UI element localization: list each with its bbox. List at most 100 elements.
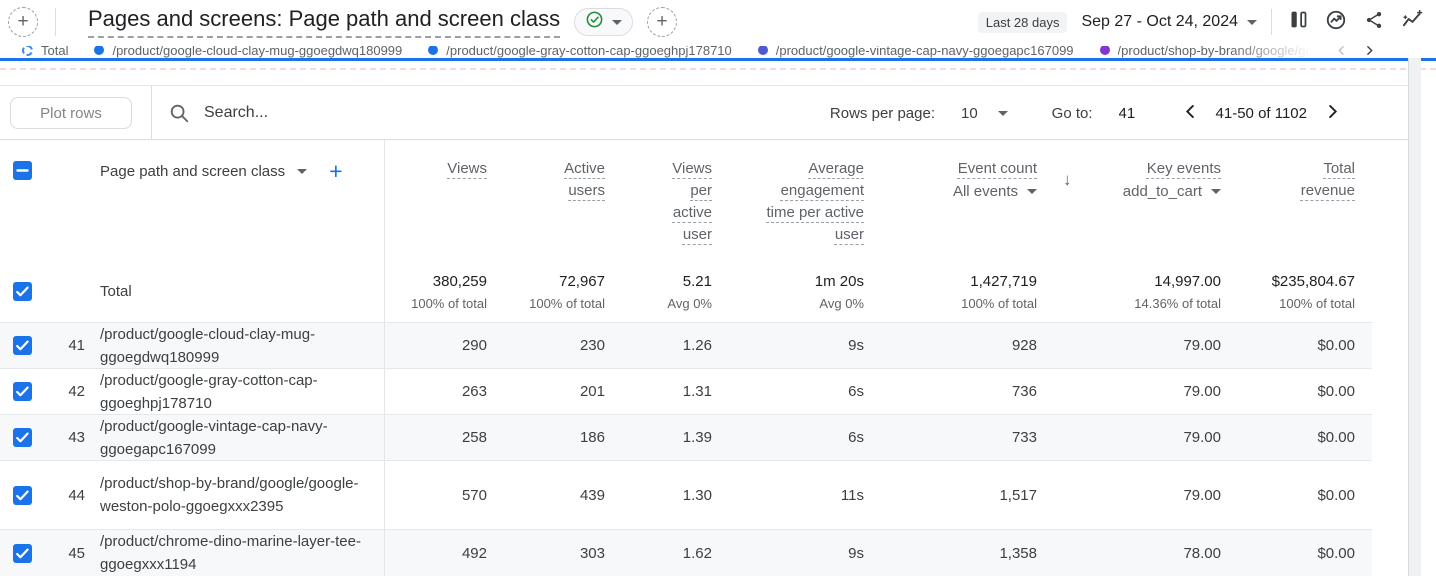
rows-per-page-value[interactable]: 10 xyxy=(960,104,978,122)
event-count-cell: 736 xyxy=(1011,383,1037,400)
chevron-down-icon[interactable] xyxy=(997,110,1008,116)
totals-row: Total 380,259 100% of total 72,967 100% of… xyxy=(0,262,1372,322)
legend-next-button[interactable] xyxy=(1363,44,1376,62)
views-cell: 263 xyxy=(461,383,487,400)
row-number: 43 xyxy=(68,429,85,446)
search-input[interactable] xyxy=(204,104,624,122)
share-icon xyxy=(1364,10,1384,35)
next-page-button[interactable] xyxy=(1323,102,1342,125)
add-tab-button[interactable]: + xyxy=(647,7,678,37)
column-header-views-per-active-user[interactable]: Views per active user xyxy=(672,160,712,243)
event-filter-dropdown[interactable]: All events xyxy=(864,183,1037,200)
row-number: 45 xyxy=(68,544,85,562)
page-path-cell: /product/shop-by-brand/google/google-wes… xyxy=(100,475,359,515)
chevron-left-icon xyxy=(1181,102,1200,125)
row-checkbox[interactable] xyxy=(12,543,33,564)
legend-item[interactable]: /product/google-cloud-clay-mug-ggoegdwq1… xyxy=(94,46,402,58)
table-row: 43 /product/google-vintage-cap-navy-ggoe… xyxy=(0,414,1372,460)
compare-icon xyxy=(1288,9,1309,35)
chevron-down-icon xyxy=(297,168,308,174)
engagement-time-cell: 9s xyxy=(848,337,864,354)
views-cell: 258 xyxy=(461,429,487,446)
legend-item[interactable]: /product/shop-by-brand/google/goo xyxy=(1099,46,1320,58)
plus-icon: + xyxy=(656,11,668,32)
key-events-cell: 79.00 xyxy=(1183,486,1221,504)
dimension-header[interactable]: Page path and screen class + xyxy=(100,158,343,184)
total-event-count: 1,427,719 xyxy=(970,273,1037,290)
add-dimension-button[interactable]: + xyxy=(329,158,343,184)
compare-button[interactable] xyxy=(1286,10,1310,34)
views-per-user-cell: 1.26 xyxy=(682,337,712,354)
row-checkbox[interactable] xyxy=(12,281,33,307)
views-cell: 290 xyxy=(461,337,487,354)
select-all-checkbox[interactable] xyxy=(12,160,33,186)
views-per-user-cell: 1.31 xyxy=(682,383,712,400)
header-divider xyxy=(55,8,56,36)
toolbar-divider xyxy=(151,86,152,140)
views-per-user-cell: 1.30 xyxy=(682,486,712,504)
column-header-avg-engagement-time[interactable]: Average engagement time per active user xyxy=(766,160,864,243)
legend-item[interactable]: /product/google-vintage-cap-navy-ggoegap… xyxy=(757,46,1074,58)
insights-button[interactable] xyxy=(1324,10,1348,34)
total-active-users: 72,967 xyxy=(559,273,605,290)
total-views-per-user: 5.21 xyxy=(682,273,712,290)
page-path-cell: /product/google-cloud-clay-mug-ggoegdwq1… xyxy=(100,325,316,366)
views-per-user-cell: 1.39 xyxy=(682,429,712,446)
goto-label: Go to: xyxy=(1051,104,1093,122)
approval-status-button[interactable] xyxy=(574,8,634,36)
revenue-cell: $0.00 xyxy=(1317,429,1355,446)
total-engagement-time: 1m 20s xyxy=(814,273,864,290)
share-button[interactable] xyxy=(1362,10,1386,34)
key-events-cell: 78.00 xyxy=(1183,544,1221,562)
chevron-down-icon xyxy=(1027,189,1037,194)
chevron-right-icon xyxy=(1323,102,1342,125)
column-header-event-count[interactable]: Event count All events xyxy=(864,140,1037,262)
legend-item[interactable]: /product/google-gray-cotton-cap-ggoeghpj… xyxy=(428,46,732,58)
engagement-time-cell: 9s xyxy=(848,544,864,562)
revenue-cell: $0.00 xyxy=(1317,337,1355,354)
header-divider xyxy=(1271,9,1272,35)
views-per-user-cell: 1.62 xyxy=(682,544,712,562)
row-checkbox[interactable] xyxy=(12,427,33,448)
revenue-cell: $0.00 xyxy=(1317,544,1355,562)
active-users-cell: 303 xyxy=(579,544,605,562)
row-checkbox[interactable] xyxy=(12,485,33,506)
total-key-events: 14,997.00 xyxy=(1154,273,1221,290)
pagination-range: 41-50 of 1102 xyxy=(1215,104,1307,122)
page-title[interactable]: Pages and screens: Page path and screen … xyxy=(88,6,561,38)
chart-total-line xyxy=(0,58,1436,61)
report-header: + Pages and screens: Page path and scree… xyxy=(0,0,1436,44)
date-preset-badge: Last 28 days xyxy=(977,11,1068,33)
add-report-button[interactable]: + xyxy=(8,7,38,37)
column-header-active-users[interactable]: Active users xyxy=(564,160,605,199)
rows-per-page-label: Rows per page: xyxy=(829,104,935,122)
chevron-left-icon xyxy=(1335,44,1348,61)
key-event-filter-dropdown[interactable]: add_to_cart xyxy=(1037,183,1221,200)
legend-prev-button[interactable] xyxy=(1335,44,1348,62)
column-header-key-events[interactable]: ↓ Key events add_to_cart xyxy=(1037,140,1221,262)
previous-page-button[interactable] xyxy=(1181,102,1200,125)
row-checkbox[interactable] xyxy=(12,381,33,402)
legend-item-total[interactable]: Total xyxy=(22,46,68,58)
row-number: 42 xyxy=(68,383,85,400)
goto-page-input[interactable] xyxy=(1118,104,1155,122)
plot-rows-button[interactable]: Plot rows xyxy=(10,97,132,129)
key-events-cell: 79.00 xyxy=(1183,383,1221,400)
page-path-cell: /product/google-gray-cotton-cap-ggoeghpj… xyxy=(100,371,318,412)
totals-label: Total xyxy=(100,283,132,300)
column-header-views[interactable]: Views xyxy=(447,160,487,177)
chevron-down-icon xyxy=(612,19,623,25)
views-cell: 492 xyxy=(461,544,487,562)
row-checkbox[interactable] xyxy=(12,335,33,356)
engagement-time-cell: 6s xyxy=(848,383,864,400)
total-revenue: $235,804.67 xyxy=(1271,273,1355,290)
active-users-cell: 439 xyxy=(579,486,605,504)
legend-dot-icon xyxy=(1099,46,1110,55)
column-header-total-revenue[interactable]: Total revenue xyxy=(1300,160,1355,199)
key-events-cell: 79.00 xyxy=(1183,429,1221,446)
plus-icon: + xyxy=(17,11,29,32)
table-body: 41 /product/google-cloud-clay-mug-ggoegd… xyxy=(0,322,1372,576)
analysis-button[interactable] xyxy=(1400,9,1424,34)
scrollbar-track[interactable] xyxy=(1408,58,1421,576)
date-range-selector[interactable]: Sep 27 - Oct 24, 2024 xyxy=(1081,13,1257,31)
